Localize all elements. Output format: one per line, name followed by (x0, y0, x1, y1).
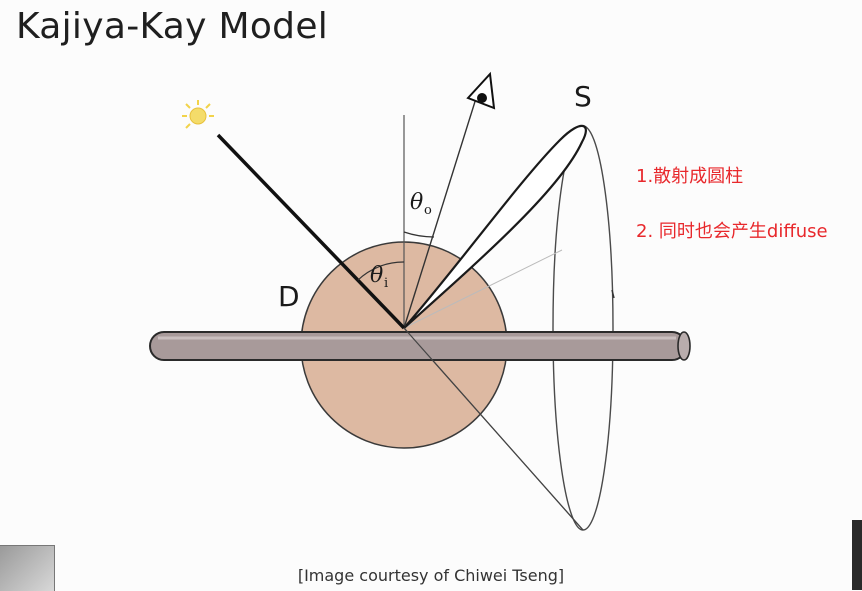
image-caption: [Image courtesy of Chiwei Tseng] (297, 566, 565, 585)
cone-lower-ray (403, 327, 584, 531)
diffuse-label: D (278, 280, 300, 313)
cone-tick (611, 289, 615, 299)
theta-i-symbol: θ (370, 263, 383, 288)
incident-light-ray (216, 133, 406, 330)
cone-mid-ray (403, 249, 563, 329)
theta-o-arc (403, 231, 435, 238)
theta-i-arc (357, 261, 405, 281)
hair-fiber-cylinder (149, 331, 691, 361)
specular-label: S (574, 80, 592, 113)
eye-icon (466, 71, 496, 110)
sun-icon (182, 100, 214, 129)
annotation-note-2: 2. 同时也会产生diffuse (636, 221, 828, 242)
presenter-thumbnail (0, 545, 55, 591)
specular-cone-ellipse (552, 125, 614, 531)
theta-o-symbol: θ (410, 190, 423, 215)
slide-title: Kajiya-Kay Model (16, 6, 329, 47)
specular-lobe (403, 124, 587, 329)
annotation-note-1: 1.散射成圆柱 (636, 166, 744, 187)
theta-o-subscript: o (424, 203, 432, 218)
theta-i-subscript: i (384, 276, 388, 291)
edge-strip (852, 520, 862, 590)
view-direction-line (403, 91, 479, 329)
